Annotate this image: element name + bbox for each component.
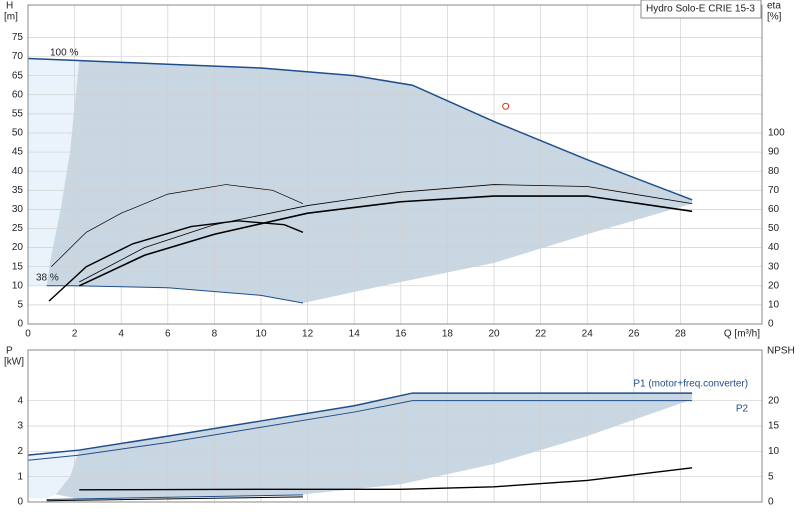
y2-tick-label: 0 xyxy=(768,497,774,508)
y-tick-label: 65 xyxy=(12,70,24,81)
y-tick-label: 55 xyxy=(12,109,24,120)
y-tick-label: 20 xyxy=(12,242,24,253)
plot-frame xyxy=(27,349,763,503)
y-tick-label: 5 xyxy=(17,300,23,311)
operating-point xyxy=(502,102,510,110)
x-tick-label: 10 xyxy=(255,329,267,340)
x-tick-label: 20 xyxy=(488,329,500,340)
y-tick-label: 50 xyxy=(12,128,24,139)
x-tick-label: 22 xyxy=(535,329,547,340)
curve xyxy=(27,57,693,201)
y2-tick-label: 100 xyxy=(768,128,785,139)
y2-tick-label: 10 xyxy=(768,446,780,457)
x-tick-label: 12 xyxy=(302,329,314,340)
y2-tick-label: 40 xyxy=(768,242,780,253)
x-tick-label: 14 xyxy=(349,329,361,340)
y2-axis-label: eta xyxy=(767,1,781,12)
y2-tick-label: 50 xyxy=(768,223,780,234)
y2-tick-label: 10 xyxy=(768,300,780,311)
x-tick-label: 28 xyxy=(675,329,687,340)
y-tick-label: 1 xyxy=(17,471,23,482)
y2-tick-label: 20 xyxy=(768,395,780,406)
y2-tick-label: 80 xyxy=(768,166,780,177)
y2-tick-label: 70 xyxy=(768,185,780,196)
legend-box xyxy=(640,0,762,19)
y-axis-unit: [m] xyxy=(4,12,18,23)
y-tick-label: 0 xyxy=(17,319,23,330)
y-tick-label: 45 xyxy=(12,147,24,158)
y-tick-label: 40 xyxy=(12,166,24,177)
x-tick-label: 26 xyxy=(628,329,640,340)
series-label: P1 (motor+freq.converter) xyxy=(633,379,748,390)
curve xyxy=(46,496,303,502)
annotation: 100 % xyxy=(50,48,78,59)
y2-tick-label: 90 xyxy=(768,147,780,158)
y2-tick-label: 0 xyxy=(768,319,774,330)
y-tick-label: 75 xyxy=(12,32,24,43)
y-tick-label: 3 xyxy=(17,421,23,432)
curve xyxy=(27,392,693,456)
y-tick-label: 15 xyxy=(12,261,24,272)
y-tick-label: 2 xyxy=(17,446,23,457)
y-axis-label: H xyxy=(6,1,13,12)
y2-tick-label: 15 xyxy=(768,421,780,432)
y-tick-label: 60 xyxy=(12,89,24,100)
y-tick-label: 25 xyxy=(12,223,24,234)
area xyxy=(28,58,80,286)
curve xyxy=(27,400,693,461)
y-axis-unit: [kW] xyxy=(4,357,24,368)
series-label: P2 xyxy=(736,403,749,414)
plot-frame xyxy=(27,4,763,325)
curve xyxy=(79,184,693,283)
curve xyxy=(48,220,304,302)
annotation: 38 % xyxy=(36,273,59,284)
curve xyxy=(79,467,693,491)
area xyxy=(55,393,693,499)
curve xyxy=(51,184,304,267)
y2-tick-label: 5 xyxy=(768,471,774,482)
area xyxy=(28,450,80,499)
y2-axis-unit: [%] xyxy=(767,12,782,23)
x-tick-label: 2 xyxy=(72,329,78,340)
x-tick-label: 6 xyxy=(165,329,171,340)
x-tick-label: 18 xyxy=(442,329,454,340)
x-tick-label: 24 xyxy=(582,329,594,340)
y2-tick-label: 30 xyxy=(768,261,780,272)
y2-tick-label: 60 xyxy=(768,204,780,215)
x-tick-label: 4 xyxy=(118,329,124,340)
y-tick-label: 10 xyxy=(12,280,24,291)
area xyxy=(46,60,693,303)
curve xyxy=(46,494,303,500)
y-tick-label: 35 xyxy=(12,185,24,196)
legend-title: Hydro Solo-E CRIE 15-3 xyxy=(646,4,755,15)
y-tick-label: 4 xyxy=(17,395,23,406)
curve xyxy=(78,195,693,287)
y-tick-label: 70 xyxy=(12,51,24,62)
y2-axis-label: NPSH xyxy=(767,346,795,357)
x-tick-label: 0 xyxy=(25,329,31,340)
y2-tick-label: 20 xyxy=(768,280,780,291)
y-tick-label: 30 xyxy=(12,204,24,215)
y-tick-label: 0 xyxy=(17,497,23,508)
x-axis-label: Q [m³/h] xyxy=(724,329,760,340)
y-axis-label: P xyxy=(6,346,13,357)
x-tick-label: 16 xyxy=(395,329,407,340)
x-tick-label: 8 xyxy=(212,329,218,340)
